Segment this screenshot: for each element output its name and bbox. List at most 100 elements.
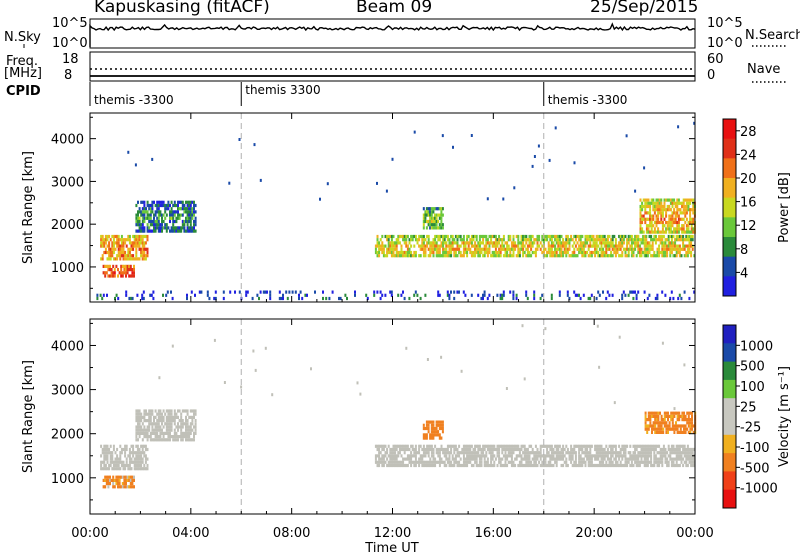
- scatter-cell: [690, 454, 693, 458]
- scatter-cell: [141, 467, 144, 471]
- scatter-cell: [597, 244, 600, 248]
- colorbar-segment: [723, 138, 736, 159]
- scatter-cell: [416, 241, 419, 245]
- scatter-cell: [622, 454, 625, 458]
- colorbar-tick-label: 500: [740, 360, 765, 375]
- scatter-cell: [379, 290, 382, 294]
- scatter-cell: [606, 238, 609, 242]
- scatter-cell: [490, 238, 493, 242]
- scatter-cell: [522, 238, 525, 242]
- scatter-cell: [392, 241, 395, 245]
- scatter-cell: [693, 460, 696, 464]
- scatter-cell: [565, 234, 568, 239]
- scatter-cell: [480, 250, 483, 255]
- scatter-cell: [146, 467, 149, 471]
- scatter-cell: [475, 463, 478, 468]
- scatter-cell: [645, 451, 648, 455]
- nsky-tick-top: 10^5: [52, 16, 88, 31]
- scatter-cell: [690, 238, 693, 242]
- scatter-cell: [175, 226, 178, 230]
- scatter-cell: [418, 244, 421, 248]
- scatter-cell: [326, 182, 329, 186]
- scatter-cell: [382, 244, 385, 248]
- scatter-cell: [493, 454, 496, 458]
- scatter-cell: [433, 223, 436, 227]
- scatter-cell: [586, 444, 589, 448]
- scatter-cell: [130, 257, 133, 261]
- scatter-cell: [467, 444, 470, 448]
- scatter-cell: [121, 475, 124, 479]
- scatter-cell: [148, 435, 151, 439]
- scatter-cell: [618, 444, 621, 448]
- scatter-cell: [441, 207, 444, 211]
- scatter-cell: [414, 254, 417, 258]
- scatter-cell: [154, 435, 157, 439]
- scatter-cell: [498, 444, 501, 448]
- scatter-cell: [172, 203, 175, 208]
- scatter-cell: [669, 224, 672, 228]
- scatter-cell: [156, 210, 159, 214]
- scatter-cell: [475, 457, 478, 461]
- scatter-cell: [132, 247, 135, 251]
- scatter-cell: [512, 444, 515, 448]
- scatter-cell: [672, 241, 675, 245]
- scatter-cell: [531, 451, 534, 455]
- scatter-cell: [685, 447, 688, 452]
- scatter-cell: [671, 204, 674, 209]
- scatter-cell: [138, 451, 141, 455]
- scatter-cell: [413, 293, 416, 297]
- scatter-cell: [622, 447, 625, 452]
- scatter-cell: [165, 213, 168, 217]
- scatter-cell: [193, 223, 195, 227]
- scatter-cell: [644, 201, 647, 205]
- colorbar-segment: [723, 434, 736, 454]
- scatter-cell: [606, 247, 609, 251]
- scatter-cell: [464, 457, 467, 461]
- scatter-cell: [437, 420, 440, 424]
- scatter-cell: [425, 213, 428, 217]
- scatter-cell: [165, 203, 168, 208]
- scatter-cell: [683, 290, 686, 294]
- scatter-cell: [528, 244, 531, 248]
- scatter-cell: [143, 451, 146, 455]
- scatter-cell: [501, 447, 504, 452]
- scatter-cell: [595, 234, 598, 239]
- scatter-cell: [662, 427, 665, 431]
- scatter-cell: [606, 463, 609, 468]
- scatter-cell: [669, 254, 672, 258]
- scatter-cell: [597, 444, 600, 448]
- scatter-cell: [454, 254, 457, 258]
- scatter-cell: [446, 460, 449, 464]
- scatter-cell: [374, 454, 377, 458]
- scatter-cell: [653, 204, 656, 209]
- scatter-cell: [587, 244, 590, 248]
- scatter-cell: [434, 463, 437, 468]
- scatter-cell: [379, 444, 382, 448]
- colorbar-tick-label: 20: [740, 172, 757, 187]
- scatter-cell: [123, 264, 126, 268]
- scatter-cell: [570, 457, 573, 461]
- scatter-cell: [141, 229, 144, 233]
- scatter-cell: [645, 234, 648, 239]
- scatter-cell: [655, 220, 658, 225]
- scatter-cell: [108, 254, 111, 258]
- scatter-cell: [356, 381, 359, 385]
- scatter-cell: [525, 234, 528, 239]
- scatter-cell: [462, 444, 465, 448]
- scatter-cell: [387, 238, 390, 242]
- scatter-cell: [291, 290, 294, 294]
- scatter-cell: [156, 203, 159, 208]
- scatter-cell: [517, 454, 520, 458]
- scatter-cell: [644, 208, 647, 212]
- scatter-cell: [597, 250, 600, 255]
- scatter-cell: [424, 451, 427, 455]
- scatter-cell: [627, 460, 630, 464]
- scatter-cell: [691, 244, 694, 248]
- scatter-cell: [571, 454, 574, 458]
- scatter-cell: [578, 463, 581, 468]
- scatter-cell: [440, 216, 443, 220]
- scatter-cell: [141, 460, 144, 464]
- scatter-cell: [557, 454, 560, 458]
- scatter-cell: [618, 234, 621, 239]
- scatter-cell: [146, 203, 149, 208]
